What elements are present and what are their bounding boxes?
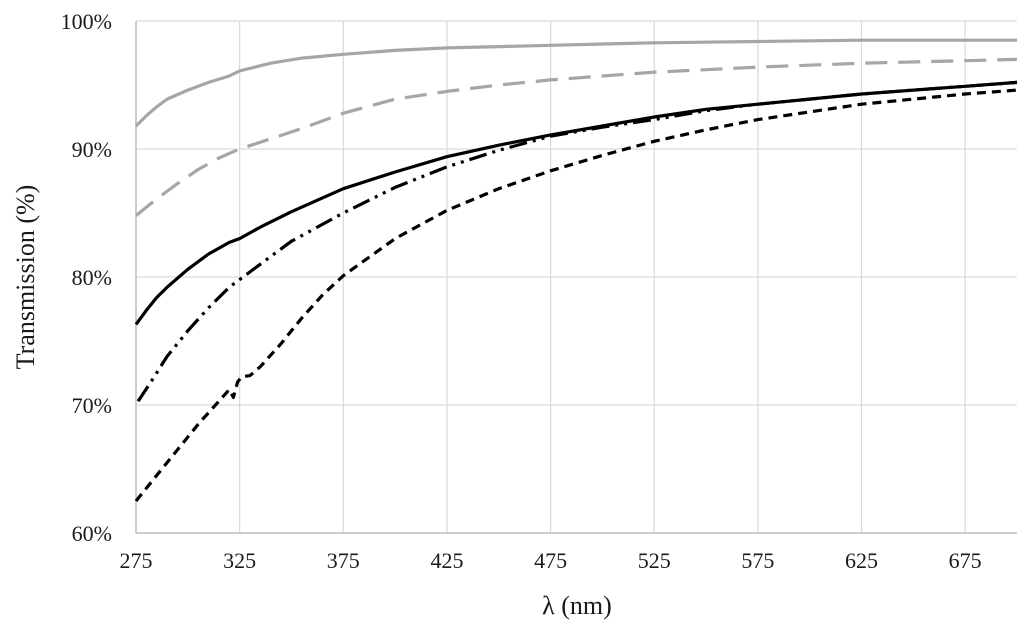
y-tick-label: 70% <box>72 393 112 418</box>
x-tick-label: 275 <box>120 548 153 573</box>
y-tick-label: 100% <box>61 9 112 34</box>
series-line-1 <box>134 38 1017 128</box>
series-line-2 <box>134 57 1018 217</box>
x-tick-label: 575 <box>741 548 774 573</box>
x-axis-title: λ (nm) <box>542 591 612 620</box>
x-tick-labels: 275 325 375 425 475 525 575 625 675 <box>120 548 982 573</box>
y-tick-label: 80% <box>72 265 112 290</box>
series-line-3 <box>134 80 1018 326</box>
x-tick-label: 425 <box>430 548 463 573</box>
y-axis-title: Transmission (%) <box>11 185 40 370</box>
x-tick-label: 625 <box>845 548 878 573</box>
x-tick-label: 675 <box>949 548 982 573</box>
axes <box>135 21 1017 534</box>
x-tick-label: 375 <box>327 548 360 573</box>
x-tick-label: 325 <box>223 548 256 573</box>
y-tick-label: 90% <box>72 137 112 162</box>
x-tick-label: 525 <box>638 548 671 573</box>
series-lines <box>134 38 1018 503</box>
x-tick-label: 475 <box>534 548 567 573</box>
gridlines <box>135 20 1017 534</box>
y-tick-label: 60% <box>72 521 112 546</box>
series-line-5 <box>134 88 1018 503</box>
y-tick-labels: 60% 70% 80% 90% 100% <box>61 9 112 546</box>
